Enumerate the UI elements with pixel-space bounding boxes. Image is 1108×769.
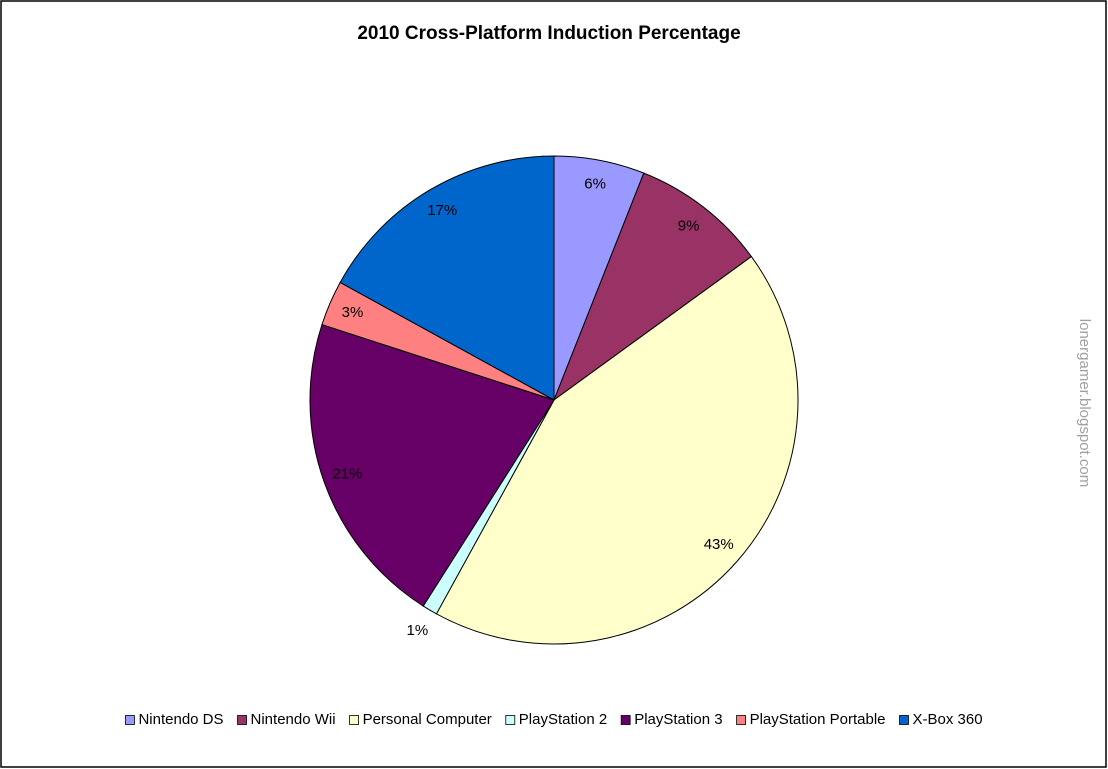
legend-swatch — [125, 715, 135, 725]
legend-item: PlayStation 2 — [505, 711, 607, 728]
data-label: 21% — [332, 465, 362, 482]
pie-slice — [435, 255, 799, 645]
pie-slice — [339, 155, 555, 401]
legend-swatch — [505, 715, 516, 725]
legend-label: Nintendo DS — [138, 711, 223, 728]
legend-item: Personal Computer — [349, 711, 492, 728]
legend-swatch — [736, 715, 746, 725]
legend-swatch — [899, 715, 909, 725]
legend-item: PlayStation Portable — [736, 711, 886, 728]
legend-item: PlayStation 3 — [620, 711, 723, 728]
legend-item: Nintendo Wii — [237, 711, 336, 728]
data-label: 1% — [407, 622, 429, 639]
data-label: 43% — [704, 536, 734, 553]
legend-swatch — [237, 715, 247, 725]
legend-label: PlayStation 2 — [519, 711, 607, 728]
data-label: 17% — [427, 202, 457, 219]
watermark: lonergamer.blogspot.com — [1076, 319, 1093, 487]
data-label: 6% — [584, 175, 606, 192]
legend: Nintendo DS Nintendo Wii Personal Computer… — [125, 711, 983, 728]
legend-label: X-Box 360 — [913, 711, 983, 728]
data-label: 9% — [678, 217, 700, 234]
legend-item: Nintendo DS — [125, 711, 224, 728]
legend-label: Personal Computer — [363, 711, 492, 728]
chart-title: 2010 Cross-Platform Induction Percentage — [357, 23, 740, 44]
legend-swatch — [620, 715, 631, 725]
legend-label: PlayStation Portable — [750, 711, 886, 728]
data-label: 3% — [342, 304, 364, 321]
legend-label: Nintendo Wii — [251, 711, 336, 728]
legend-swatch — [349, 715, 359, 725]
pie-slice — [309, 323, 555, 607]
pie: 6% 9% 43% 1% 21% 3% 17% — [309, 155, 799, 645]
legend-label: PlayStation 3 — [634, 711, 722, 728]
legend-item: X-Box 360 — [899, 711, 983, 728]
pie-slice — [552, 172, 753, 402]
